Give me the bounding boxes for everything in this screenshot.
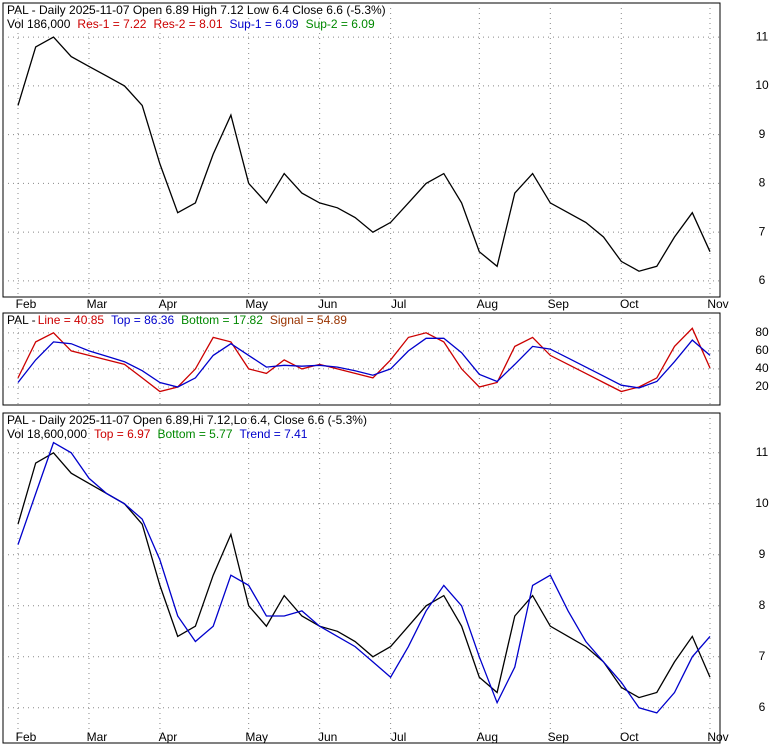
y-tick-label: 60 bbox=[755, 343, 769, 357]
panel-frame bbox=[2, 412, 721, 744]
legend-item: Bottom = 5.77 bbox=[157, 427, 232, 441]
price-line bbox=[17, 451, 711, 699]
legend-item: Vol 186,000 bbox=[7, 17, 71, 31]
x-tick-label: Apr bbox=[159, 730, 178, 744]
legend-item: Signal = 54.89 bbox=[270, 313, 347, 327]
x-tick-label: Oct bbox=[620, 730, 639, 744]
y-tick-label: 8 bbox=[759, 598, 766, 612]
y-tick-label: 7 bbox=[759, 649, 766, 663]
legend-item: Vol 18,600,000 bbox=[7, 427, 87, 441]
price-line bbox=[17, 441, 711, 714]
y-tick-label: 80 bbox=[755, 325, 769, 339]
x-tick-label: Apr bbox=[159, 297, 178, 311]
y-tick-label: 6 bbox=[759, 700, 766, 714]
y-tick-label: 11 bbox=[756, 29, 769, 43]
y-tick-label: 10 bbox=[755, 78, 769, 92]
y-tick-label: 20 bbox=[755, 379, 769, 393]
x-tick-label: Jun bbox=[318, 730, 337, 744]
x-tick-label: Sep bbox=[548, 730, 570, 744]
x-tick-label: Mar bbox=[87, 297, 108, 311]
x-tick-label: Feb bbox=[16, 297, 37, 311]
x-tick-label: Mar bbox=[87, 730, 108, 744]
y-tick-label: 9 bbox=[759, 547, 766, 561]
x-tick-label: Nov bbox=[707, 730, 728, 744]
price-line bbox=[17, 36, 711, 272]
x-tick-label: May bbox=[245, 297, 268, 311]
x-tick-label: Sep bbox=[548, 297, 570, 311]
legend-item: Line = 40.85 bbox=[38, 313, 105, 327]
price-line bbox=[17, 327, 711, 393]
legend-item: Top = 86.36 bbox=[111, 313, 174, 327]
y-tick-label: 6 bbox=[759, 273, 766, 287]
x-tick-label: Jun bbox=[318, 297, 337, 311]
y-tick-label: 10 bbox=[755, 496, 769, 510]
legend-item: Res-1 = 7.22 bbox=[77, 17, 146, 31]
legend-item: Res-2 = 8.01 bbox=[153, 17, 222, 31]
legend-item: Bottom = 17.82 bbox=[181, 313, 263, 327]
x-tick-label: Nov bbox=[707, 297, 728, 311]
x-tick-label: Jul bbox=[391, 297, 406, 311]
panel-title: PAL - Daily 2025-11-07 Open 6.89,Hi 7.12… bbox=[7, 413, 367, 427]
y-tick-label: 7 bbox=[759, 224, 766, 238]
legend-item: Top = 6.97 bbox=[94, 427, 151, 441]
y-tick-label: 8 bbox=[759, 176, 766, 190]
panel-frame bbox=[2, 2, 721, 298]
x-tick-label: Jul bbox=[391, 730, 406, 744]
panel-frame bbox=[2, 312, 721, 406]
x-tick-label: Oct bbox=[620, 297, 639, 311]
legend-item: Sup-1 = 6.09 bbox=[230, 17, 299, 31]
panel-title: PAL - Daily 2025-11-07 Open 6.89 High 7.… bbox=[7, 3, 386, 17]
y-tick-label: 9 bbox=[759, 127, 766, 141]
x-tick-label: Aug bbox=[477, 297, 498, 311]
legend-item: Trend = 7.41 bbox=[240, 427, 308, 441]
legend-item: Sup-2 = 6.09 bbox=[306, 17, 375, 31]
y-tick-label: 40 bbox=[755, 361, 769, 375]
x-tick-label: Feb bbox=[16, 730, 37, 744]
x-tick-label: May bbox=[245, 730, 268, 744]
x-tick-label: Aug bbox=[477, 730, 498, 744]
panel-title: PAL - bbox=[7, 313, 36, 327]
price-line bbox=[17, 337, 711, 389]
y-tick-label: 11 bbox=[756, 445, 769, 459]
